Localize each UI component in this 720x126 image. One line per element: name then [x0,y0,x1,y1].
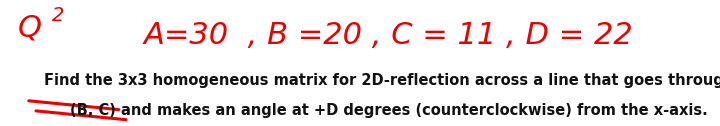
Text: 2: 2 [52,6,64,25]
Text: Q: Q [18,13,42,42]
Text: A=30  , B =20 , C = 11 , D = 22: A=30 , B =20 , C = 11 , D = 22 [144,21,634,50]
Text: (B, C) and makes an angle at +D degrees (counterclockwise) from the x-axis.: (B, C) and makes an angle at +D degrees … [70,103,708,118]
Text: Find the 3x3 homogeneous matrix for 2D-reflection across a line that goes throug: Find the 3x3 homogeneous matrix for 2D-r… [44,73,720,88]
